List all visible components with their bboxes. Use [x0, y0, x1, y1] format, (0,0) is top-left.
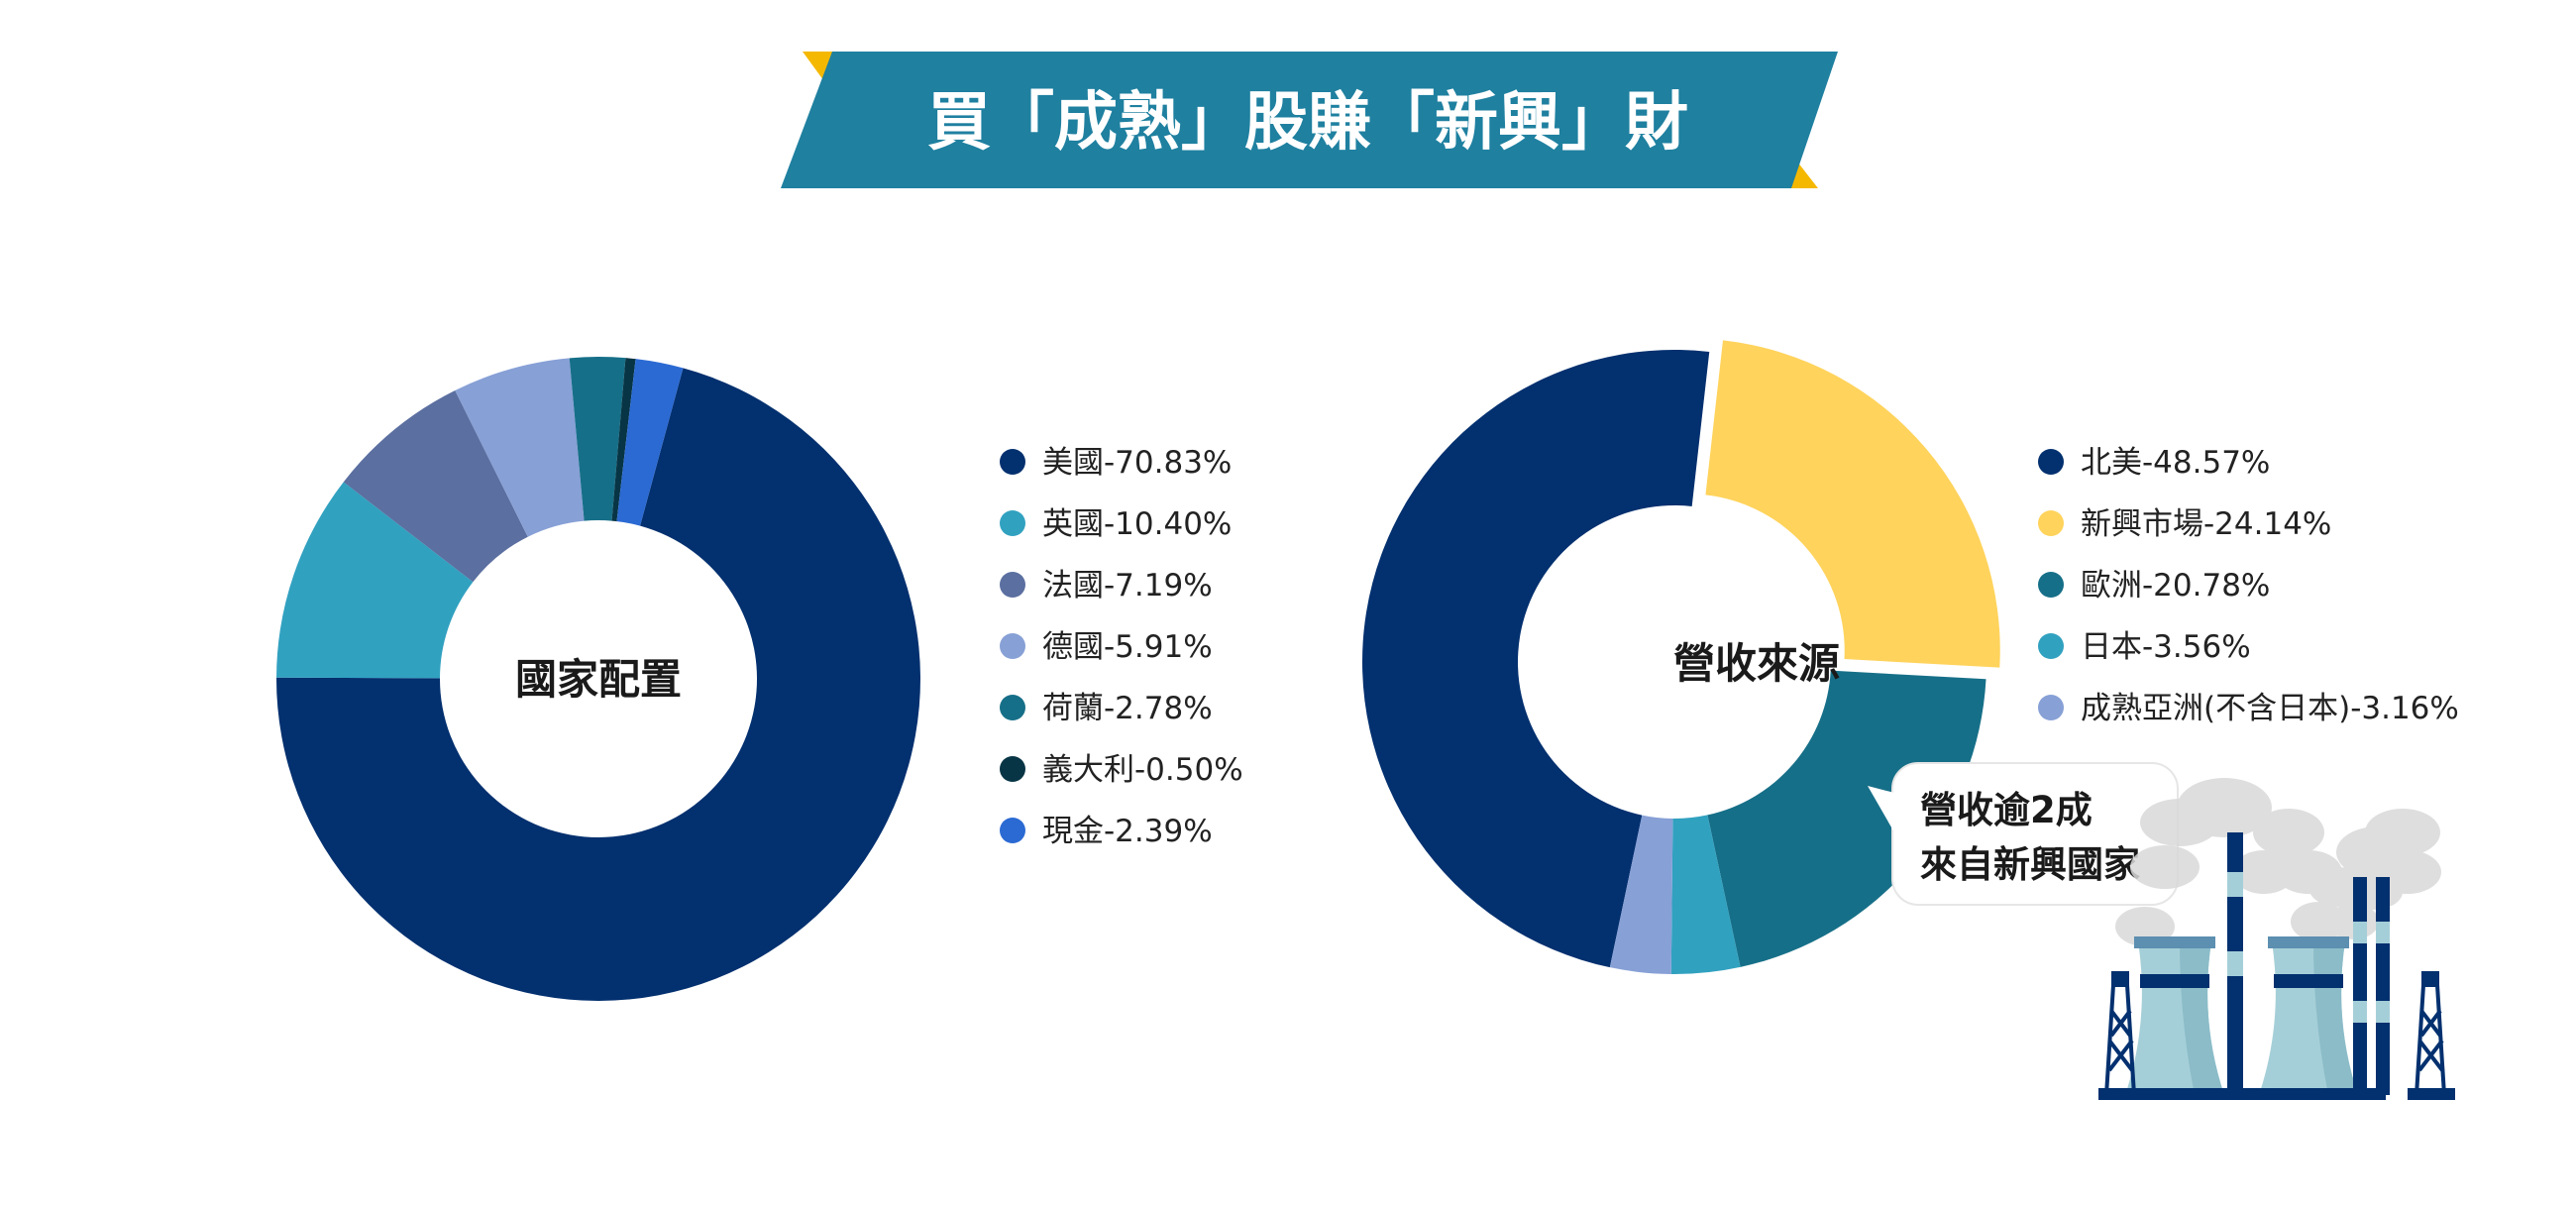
donut-slice	[455, 358, 585, 537]
donut-slice	[611, 358, 636, 522]
legend-item: 德國-5.91%	[1000, 629, 1213, 665]
title-banner: 買「成熟」股賺「新興」財	[781, 52, 1838, 188]
legend-marker	[1000, 572, 1025, 598]
legend-item: 日本-3.56%	[2038, 629, 2251, 665]
donut-slice	[1705, 340, 2000, 668]
chimneys	[2227, 832, 2390, 1095]
revenue-donut	[1362, 340, 2000, 974]
smoke-clouds	[2115, 778, 2441, 946]
legend-label: 義大利-0.50%	[1042, 752, 1243, 788]
factory-icon	[2098, 778, 2455, 1100]
donut-slice	[276, 482, 474, 679]
legend-marker	[2038, 695, 2064, 720]
legend-marker	[2038, 633, 2064, 659]
callout-pointer	[1868, 786, 1894, 832]
legend-item: 法國-7.19%	[1000, 568, 1213, 604]
factory-base	[2098, 1088, 2386, 1100]
legend-item: 美國-70.83%	[1000, 445, 1232, 481]
legend-item: 歐洲-20.78%	[2038, 568, 2270, 604]
legend-label: 歐洲-20.78%	[2081, 568, 2270, 604]
factory-base-right	[2408, 1088, 2455, 1100]
revenue-legend: 北美-48.57% 新興市場-24.14% 歐洲-20.78% 日本-3.56% 成熟亞…	[2038, 445, 2459, 726]
legend-label: 德國-5.91%	[1042, 629, 1213, 665]
legend-label: 成熟亞洲(不含日本)-3.16%	[2081, 691, 2459, 726]
legend-marker	[1000, 633, 1025, 659]
callout-line-1: 營收逾2成	[1920, 789, 2093, 831]
donut-slice	[1670, 815, 1741, 974]
legend-label: 新興市場-24.14%	[2081, 506, 2331, 542]
donut-slice	[343, 390, 528, 583]
legend-label: 美國-70.83%	[1042, 445, 1232, 481]
banner-band	[781, 52, 1838, 188]
legend-marker	[1000, 818, 1025, 843]
legend-item: 英國-10.40%	[1000, 506, 1232, 542]
lattice-tower-right	[2415, 971, 2446, 1096]
country-donut	[276, 357, 921, 1002]
legend-marker	[1000, 756, 1025, 782]
legend-item: 新興市場-24.14%	[2038, 506, 2331, 542]
cooling-tower-right	[2259, 936, 2358, 1095]
legend-item: 現金-2.39%	[1000, 814, 1213, 849]
callout-line-2: 來自新興國家	[1920, 843, 2140, 886]
legend-marker	[1000, 695, 1025, 720]
donut-slice	[569, 357, 626, 521]
country-allocation-chart: 國家配置 美國-70.83% 英國-10.40% 法國-7.19% 德國-5.91% 荷…	[276, 357, 1243, 1002]
legend-marker	[1000, 449, 1025, 475]
donut-slice	[1609, 815, 1673, 974]
revenue-source-chart: 營收來源 北美-48.57% 新興市場-24.14% 歐洲-20.78% 日本-3.5…	[1362, 340, 2459, 974]
lattice-tower-left	[2104, 971, 2136, 1096]
banner-title: 買「成熟」股賺「新興」財	[927, 86, 1688, 160]
cooling-tower-left	[2125, 936, 2224, 1095]
legend-marker	[2038, 449, 2064, 475]
legend-label: 英國-10.40%	[1042, 506, 1232, 542]
legend-item: 荷蘭-2.78%	[1000, 691, 1213, 726]
callout-bubble: 營收逾2成 來自新興國家	[1868, 762, 2179, 906]
legend-label: 荷蘭-2.78%	[1042, 691, 1213, 726]
donut-center-label: 營收來源	[1673, 639, 1840, 688]
donut-slice	[1707, 670, 1986, 967]
donut-slice	[616, 359, 684, 526]
donut-slice	[1362, 350, 1710, 968]
legend-label: 現金-2.39%	[1042, 814, 1213, 849]
legend-item: 北美-48.57%	[2038, 445, 2270, 481]
legend-label: 日本-3.56%	[2081, 629, 2251, 665]
legend-label: 法國-7.19%	[1042, 568, 1213, 604]
donut-center-label: 國家配置	[515, 655, 682, 704]
donut-slice	[276, 368, 921, 1002]
country-legend: 美國-70.83% 英國-10.40% 法國-7.19% 德國-5.91% 荷蘭-2.7…	[1000, 445, 1243, 849]
legend-marker	[1000, 510, 1025, 536]
legend-item: 成熟亞洲(不含日本)-3.16%	[2038, 691, 2459, 726]
legend-marker	[2038, 510, 2064, 536]
legend-label: 北美-48.57%	[2081, 445, 2270, 481]
legend-marker	[2038, 572, 2064, 598]
legend-item: 義大利-0.50%	[1000, 752, 1243, 788]
